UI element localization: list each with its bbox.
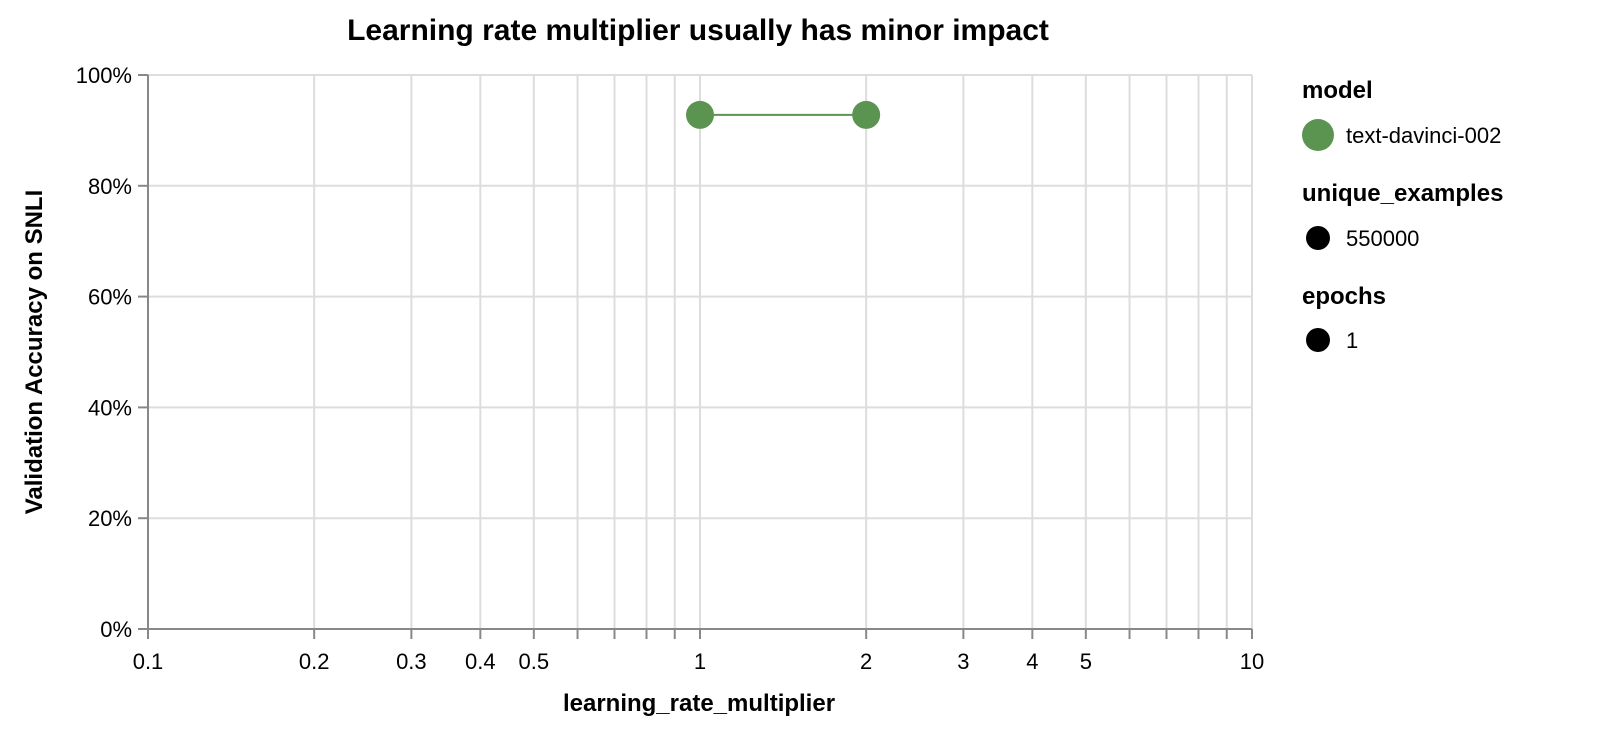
x-tick-label: 10 [1240,649,1264,674]
legend-symbol [1306,328,1330,352]
legend-title: epochs [1302,283,1386,310]
legend-symbol [1302,119,1334,151]
legend-label: text-davinci-002 [1346,123,1501,148]
x-tick-label: 0.2 [299,649,330,674]
legend-symbol [1306,226,1330,250]
y-tick-label: 80% [88,174,132,199]
x-tick-label: 1 [694,649,706,674]
x-axis-title: learning_rate_multiplier [563,690,835,717]
grid [147,74,1253,630]
y-tick-label: 0% [100,617,132,642]
series [686,100,881,129]
data-point [852,100,881,129]
y-tick-label: 60% [88,285,132,310]
y-tick-label: 40% [88,395,132,420]
chart-title: Learning rate multiplier usually has min… [347,14,1049,47]
y-axis-title: Validation Accuracy on SNLI [21,190,48,515]
y-tick-label: 20% [88,506,132,531]
legend-title: unique_examples [1302,180,1503,207]
x-tick-label: 0.4 [465,649,496,674]
x-tick-label: 3 [957,649,969,674]
legend-label: 1 [1346,328,1358,353]
x-tick-label: 0.1 [133,649,164,674]
data-point [686,100,714,129]
axes: 0% 20% 40% 60% 80% 100% 0.1 0.2 0.3 0.4 0.5 1 2 3 4 5 10 [76,63,1265,674]
legend-label: 550000 [1346,226,1419,251]
x-tick-label: 0.5 [519,649,550,674]
legend: model text-davinci-002 unique_examples 5500… [1302,77,1503,353]
x-tick-label: 0.3 [396,649,427,674]
x-tick-label: 2 [860,649,872,674]
x-tick-label: 5 [1080,649,1092,674]
legend-title: model [1302,77,1373,104]
y-tick-label: 100% [76,63,132,88]
x-tick-label: 4 [1026,649,1038,674]
